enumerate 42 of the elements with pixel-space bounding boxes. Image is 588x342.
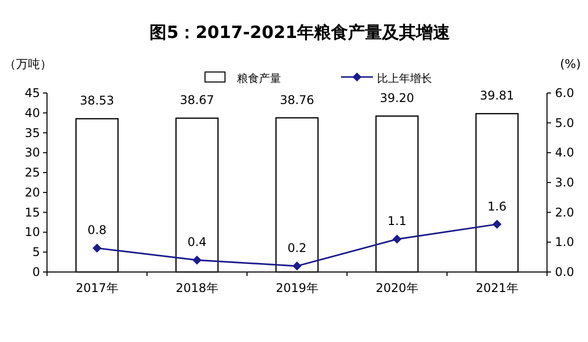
data-label: 39.81 — [480, 88, 514, 103]
chart-title: 图5：2017-2021年粮食产量及其增速 — [150, 23, 450, 43]
y2-tick-label: 3.0 — [555, 176, 574, 190]
data-label: 1.1 — [387, 214, 407, 228]
y-tick-label: 5 — [32, 245, 40, 260]
y2-tick-label: 4.0 — [555, 146, 574, 160]
y-tick-label: 30 — [24, 146, 40, 160]
x-tick-label: 2021年 — [476, 281, 518, 295]
y2-tick-label: 5.0 — [555, 116, 574, 130]
point — [192, 256, 202, 265]
data-label: 39.20 — [380, 91, 414, 106]
point — [392, 234, 402, 244]
data-label: 38.76 — [280, 92, 314, 107]
legend-label: 粮食产量 — [237, 72, 281, 85]
y2-tick-label: 0.0 — [555, 265, 574, 279]
point — [292, 262, 302, 271]
y-tick-label: 10 — [24, 225, 40, 240]
data-label: 1.6 — [487, 199, 507, 214]
data-label: 0.4 — [187, 235, 207, 250]
x-tick-label: 2019年 — [276, 281, 318, 295]
y-tick-label: 0 — [32, 265, 40, 279]
y2-axis-title: (%) — [560, 57, 581, 71]
y2-tick-label: 1.0 — [555, 235, 574, 250]
y2-tick-label: 6.0 — [555, 86, 574, 100]
data-label: 0.2 — [287, 241, 307, 256]
y2-tick-label: 2.0 — [555, 205, 574, 220]
y-tick-label: 45 — [24, 86, 40, 100]
y-tick-label: 40 — [24, 106, 40, 120]
data-label: 38.53 — [80, 94, 114, 108]
y-tick-label: 15 — [24, 205, 40, 220]
data-label: 0.8 — [87, 223, 107, 238]
data-label: 38.67 — [180, 93, 214, 108]
point — [92, 244, 102, 253]
y-axis-title: （万吨） — [4, 57, 52, 71]
y-tick-label: 25 — [24, 166, 40, 180]
point — [492, 220, 502, 229]
x-tick-label: 2018年 — [176, 281, 218, 295]
y-tick-label: 35 — [24, 126, 40, 140]
legend-label: 比上年增长 — [377, 72, 432, 85]
x-tick-label: 2017年 — [76, 281, 118, 295]
x-tick-label: 2020年 — [376, 281, 418, 295]
y-tick-label: 20 — [24, 185, 40, 200]
